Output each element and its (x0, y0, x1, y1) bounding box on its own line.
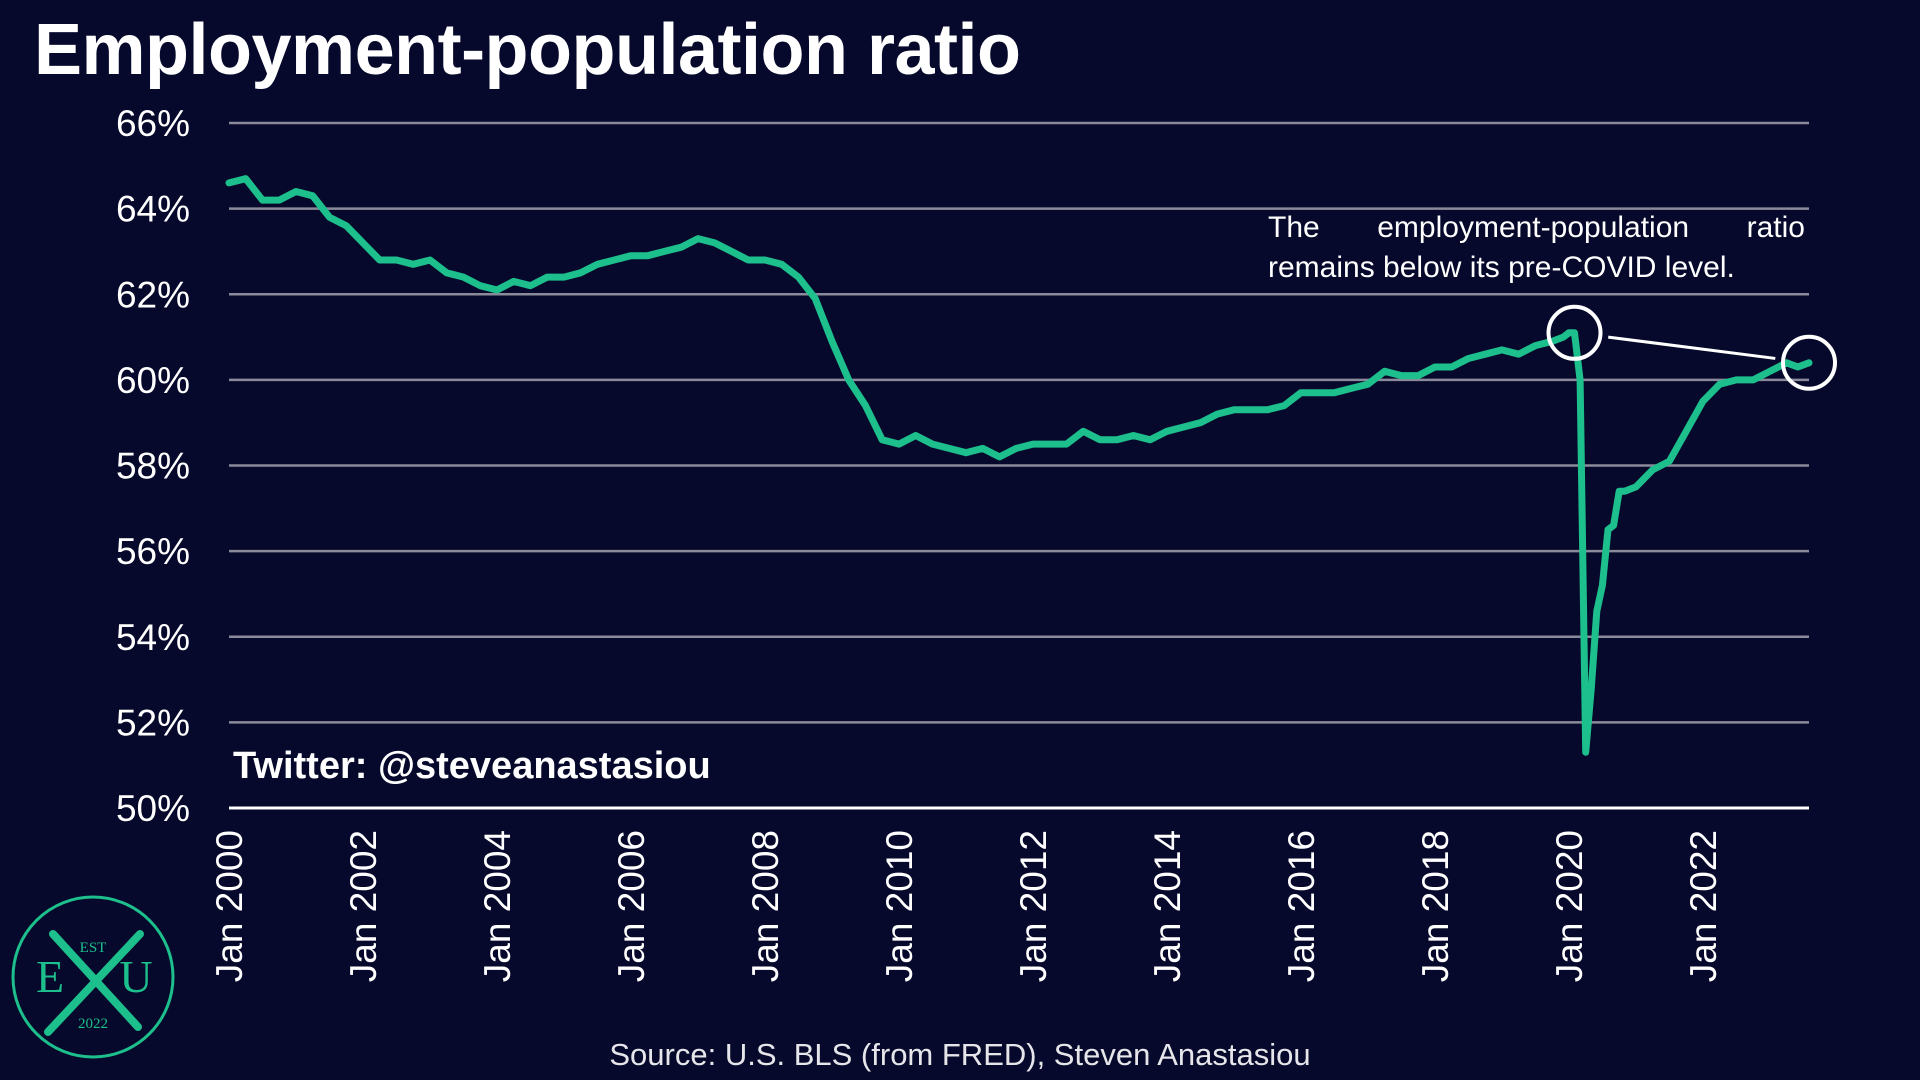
x-tick-label: Jan 2004 (477, 830, 518, 982)
x-axis-ticks: Jan 2000 Jan 2002 Jan 2004 Jan 2006 Jan 2008… (209, 830, 1724, 982)
x-tick-label: Jan 2008 (745, 830, 786, 982)
x-tick-label: Jan 2016 (1281, 830, 1322, 982)
y-axis-ticks: 50% 52% 54% 56% 58% 60% 62% 64% 66% (116, 103, 190, 829)
logo-year: 2022 (78, 1016, 108, 1032)
x-tick-label: Jan 2010 (879, 830, 920, 982)
source-note: Source: U.S. BLS (from FRED), Steven Ana… (609, 1037, 1311, 1072)
highlight-group (1546, 304, 1837, 391)
highlight-circle (1546, 304, 1603, 361)
series-line-group (225, 175, 1813, 756)
logo-letter-u: U (119, 951, 152, 1002)
chart-title: Employment-population ratio (34, 10, 1021, 90)
x-tick-label: Jan 2018 (1415, 830, 1456, 982)
x-tick-label: Jan 2022 (1683, 830, 1724, 982)
x-tick-label: Jan 2002 (343, 830, 384, 982)
highlight-connector (1608, 335, 1776, 360)
logo-est: EST (80, 940, 107, 956)
x-tick-label: Jan 2020 (1549, 830, 1590, 982)
chart-annotation: The employment-population ratio remains … (1268, 211, 1805, 284)
highlight-circle (1781, 334, 1837, 391)
y-tick-label: 58% (116, 446, 190, 487)
y-tick-label: 56% (116, 531, 190, 572)
y-tick-label: 54% (116, 617, 190, 658)
x-tick-label: Jan 2014 (1147, 830, 1188, 982)
logo-x-stroke-2 (49, 930, 142, 1031)
twitter-handle: Twitter: @steveanastasiou (233, 745, 711, 787)
series-line (225, 175, 1813, 756)
x-tick-label: Jan 2012 (1013, 830, 1054, 982)
gridlines (229, 121, 1809, 810)
x-tick-label: Jan 2006 (611, 830, 652, 982)
x-tick-label: Jan 2000 (209, 830, 250, 982)
y-tick-label: 52% (116, 702, 190, 743)
y-tick-label: 64% (116, 189, 190, 230)
logo-letter-e: E (36, 951, 64, 1002)
logo-ring (11, 895, 175, 1059)
y-tick-label: 62% (116, 274, 190, 315)
logo: EST E U 2022 (11, 895, 175, 1059)
y-tick-label: 50% (116, 788, 190, 829)
y-tick-label: 66% (116, 103, 190, 144)
y-tick-label: 60% (116, 360, 190, 401)
